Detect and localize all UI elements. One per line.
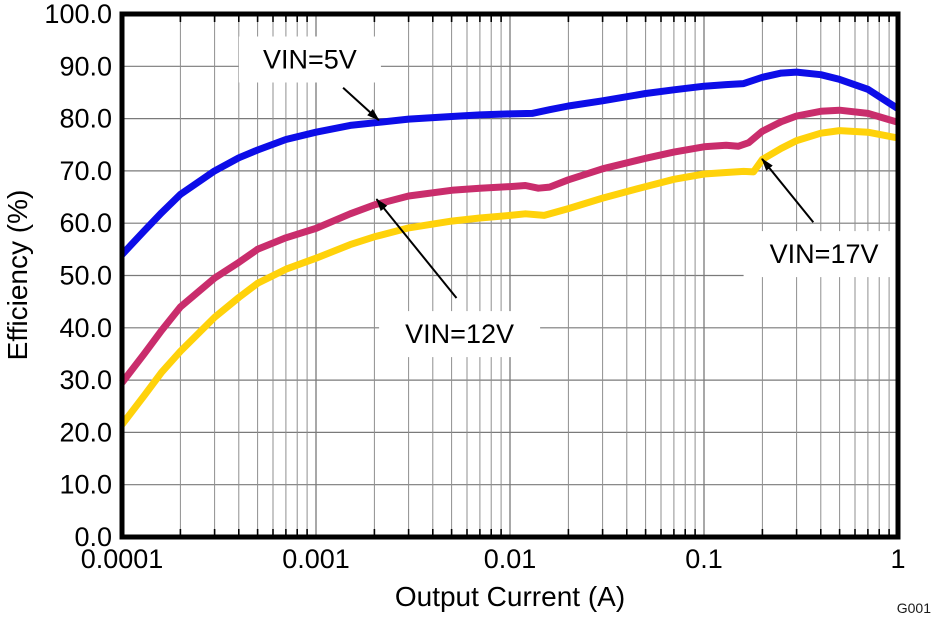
y-tick-label: 0.0 [74,522,112,552]
axis-tick-labels: 0.010.020.030.040.050.060.070.080.090.01… [44,0,905,574]
y-tick-label: 10.0 [59,470,112,500]
plot-border [119,11,901,540]
annotation-arrow [375,198,458,299]
annotation-label: VIN=5V [263,45,357,75]
y-tick-label: 30.0 [59,365,112,395]
x-tick-label: 1 [890,544,905,574]
minor-tick-marks [179,14,890,537]
y-tick-label: 60.0 [59,208,112,238]
x-tick-label: 0.0001 [81,544,164,574]
annotation-arrow [342,86,380,121]
annotation-label-box [379,311,541,358]
y-tick-label: 70.0 [59,156,112,186]
x-axis-title: Output Current (A) [395,581,625,612]
y-tick-label: 40.0 [59,313,112,343]
annotation-label-box [238,36,381,83]
plot-frame [119,11,901,540]
y-axis-title: Efficiency (%) [2,190,33,361]
curve-vin-12v [119,106,899,385]
curve-vin-5v [119,68,900,257]
annotation-label-box [743,231,905,278]
y-tick-label: 90.0 [59,51,112,81]
curve-vin-17v [119,127,899,427]
annotation-label: VIN=12V [405,319,514,349]
y-tick-label: 100.0 [44,0,112,29]
y-tick-label: 20.0 [59,417,112,447]
y-tick-label: 50.0 [59,261,112,291]
data-curves [119,68,900,427]
annotation-boxes [238,36,905,358]
gridlines [122,14,898,537]
y-tick-label: 80.0 [59,104,112,134]
x-tick-label: 0.001 [282,544,350,574]
curve-annotations: VIN=5V VIN=12V VIN=17V [263,45,879,350]
x-tick-label: 0.1 [685,544,723,574]
x-tick-label: 0.01 [484,544,537,574]
annotation-label: VIN=17V [770,239,879,269]
figure-id-watermark: G001 [897,600,931,616]
annotation-arrow [761,158,815,223]
